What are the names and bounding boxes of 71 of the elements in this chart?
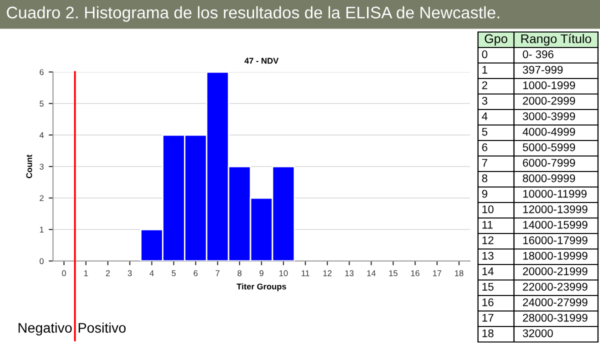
x-tick-label: 10 (279, 270, 288, 276)
text: 12 (482, 236, 494, 244)
text: 397-999 (522, 66, 563, 74)
text: 8000-9999 (522, 174, 576, 182)
text: 18000-19999 (523, 252, 588, 260)
y-tick-label: 1 (40, 226, 44, 233)
text: Gpo (484, 34, 508, 46)
text: 28000-31999 (522, 314, 588, 322)
x-tick-label: 16 (411, 270, 420, 276)
text: Rango Título (521, 34, 592, 46)
x-tick-label: 5 (172, 270, 176, 276)
text: 6000-7999 (522, 158, 576, 167)
text: 0 (482, 50, 488, 58)
x-tick-label: 14 (367, 270, 376, 276)
text: 10000-11999 (523, 190, 587, 198)
text: 4000-4999 (522, 128, 576, 136)
text: 16000-17999 (523, 236, 588, 244)
x-tick-label: 3 (128, 270, 132, 276)
text: 7 (482, 158, 488, 167)
text: 9 (482, 190, 488, 198)
text: 5000-5999 (522, 143, 576, 152)
text: 15 (482, 282, 494, 291)
text: 32000 (522, 329, 553, 338)
x-tick-label: 8 (238, 270, 242, 276)
text: 1 (482, 66, 488, 74)
text: 1000-1999 (523, 81, 576, 90)
x-tick-label: 4 (150, 270, 154, 276)
x-tick-label: 17 (433, 270, 442, 276)
x-tick-label: 0 (62, 270, 66, 276)
x-tick-label: 12 (323, 270, 332, 276)
text: Negativo (18, 322, 72, 336)
text: 10 (482, 205, 494, 214)
x-tick-label: 11 (302, 270, 310, 276)
text: 12000-13999 (523, 205, 588, 214)
chart-title: Cuadro 2. Histograma de los resultados de la ELISA de Newcastle. (6, 6, 500, 22)
text: 2000-2999 (522, 96, 576, 105)
x-tick-label: 13 (345, 270, 354, 276)
y-tick-label: 6 (40, 69, 44, 76)
x-tick-label: 6 (194, 270, 198, 276)
text: 14000-15999 (523, 220, 588, 229)
text: 11 (482, 220, 493, 229)
x-tick-label: 2 (106, 270, 110, 276)
x-tick-label: 1 (84, 270, 88, 276)
y-tick-label: 2 (40, 195, 44, 202)
text: 2 (482, 81, 488, 90)
y-tick-label: 0 (40, 258, 44, 264)
text: 0- 396 (522, 50, 554, 58)
text: 20000-21999 (522, 267, 588, 276)
y-tick-label: 3 (40, 164, 44, 170)
text: 24000-27999 (522, 298, 588, 306)
x-tick-label: 9 (260, 270, 264, 276)
text: 3 (482, 96, 488, 105)
text: 16 (482, 298, 494, 306)
y-tick-label: 5 (40, 100, 44, 107)
y-axis-title: Count (26, 154, 32, 178)
text: 22000-23999 (522, 282, 588, 291)
text: 13 (482, 252, 494, 260)
text: 8 (482, 174, 488, 182)
x-tick-label: 7 (216, 270, 220, 276)
text: 18 (482, 329, 494, 338)
x-tick-label: 18 (455, 270, 464, 276)
text: 6 (482, 143, 488, 152)
text: 3000-3999 (522, 112, 576, 120)
y-tick-label: 4 (40, 132, 44, 138)
text: 5 (482, 128, 488, 136)
chart-subtitle: 47 - NDV (244, 58, 279, 64)
text: 4 (482, 112, 488, 120)
x-axis-title: Titer Groups (236, 283, 286, 292)
text: 17 (482, 314, 494, 322)
text: Positivo (78, 322, 126, 333)
x-tick-label: 15 (389, 270, 398, 276)
